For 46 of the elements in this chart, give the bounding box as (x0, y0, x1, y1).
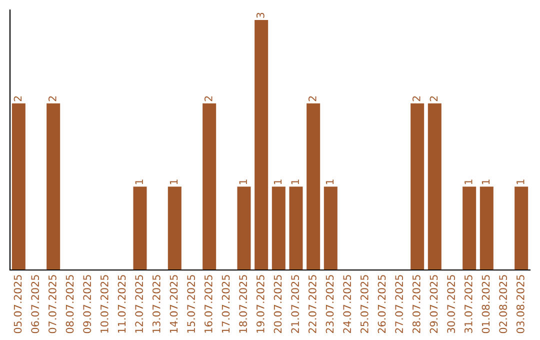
data-label: 2 (412, 96, 420, 102)
x-tick-label: 25.07.2025 (360, 275, 368, 334)
x-tick-label: 11.07.2025 (118, 275, 126, 333)
data-label: 1 (274, 180, 282, 184)
data-label: 1 (239, 180, 247, 184)
data-label: 2 (204, 96, 212, 102)
data-label: 1 (170, 180, 178, 184)
x-tick-label: 05.07.2025 (14, 275, 22, 334)
x-tick-label: 02.08.2025 (499, 275, 508, 334)
x-tick-label: 09.07.2025 (83, 275, 92, 334)
x-tick-label: 19.07.2025 (256, 275, 264, 333)
data-label: 2 (48, 96, 56, 102)
x-tick-label: 16.07.2025 (204, 275, 212, 333)
data-label: 1 (291, 180, 299, 184)
data-label: 3 (256, 12, 264, 18)
data-label: 2 (430, 96, 438, 102)
data-label: 2 (308, 96, 316, 102)
x-tick-label: 29.07.2025 (430, 275, 438, 334)
x-tick-label: 21.07.2025 (291, 275, 300, 334)
x-tick-label: 01.08.2025 (482, 275, 490, 334)
data-label: 1 (482, 180, 490, 184)
x-tick-label: 06.07.2025 (31, 275, 40, 334)
data-label: 2 (14, 96, 22, 102)
x-tick-label: 08.07.2025 (66, 275, 74, 334)
x-tick-label: 27.07.2025 (395, 275, 404, 334)
x-tick-label: 17.07.2025 (222, 275, 230, 333)
x-tick-label: 24.07.2025 (343, 275, 352, 334)
x-tick-label: 14.07.2025 (170, 275, 178, 333)
x-tick-label: 12.07.2025 (135, 275, 144, 333)
x-tick-label: 10.07.2025 (100, 275, 108, 333)
x-tick-label: 20.07.2025 (274, 275, 282, 334)
data-label: 1 (326, 180, 334, 184)
x-tick-label: 15.07.2025 (187, 275, 196, 333)
x-tick-label: 18.07.2025 (239, 275, 248, 333)
x-tick-label: 22.07.2025 (308, 275, 316, 334)
x-tick-label: 03.08.2025 (516, 275, 524, 334)
x-tick-label: 28.07.2025 (412, 275, 420, 334)
data-label: 1 (516, 180, 524, 184)
x-tick-label: 26.07.2025 (378, 275, 386, 334)
data-label: 1 (135, 180, 143, 184)
x-tick-label: 31.07.2025 (464, 275, 472, 334)
x-tick-label: 07.07.2025 (48, 275, 56, 334)
data-label: 1 (464, 180, 472, 184)
x-tick-label: 13.07.2025 (152, 275, 160, 333)
x-tick-label: 30.07.2025 (447, 275, 456, 334)
x-tick-label: 23.07.2025 (326, 275, 334, 334)
